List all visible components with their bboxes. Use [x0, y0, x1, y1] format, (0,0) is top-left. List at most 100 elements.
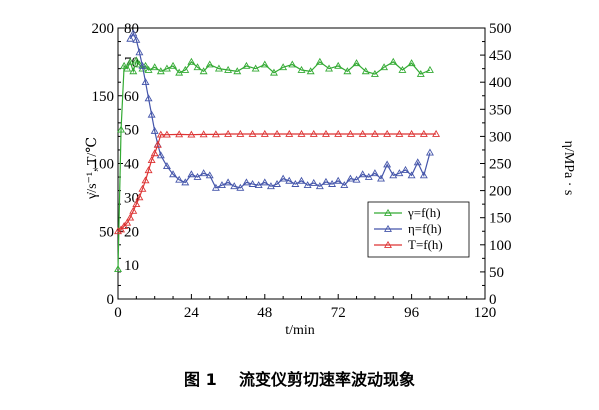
series-point: [224, 65, 233, 73]
series-point: [254, 181, 263, 189]
series-point: [334, 176, 343, 184]
series-point: [141, 176, 150, 184]
legend-label: γ=f(h): [407, 205, 441, 220]
series-point: [248, 179, 257, 187]
series-point: [364, 172, 373, 180]
series-point: [425, 65, 434, 73]
x-tick-label: 72: [331, 305, 346, 321]
right-y-tick-label: 200: [489, 184, 512, 200]
series-point: [199, 130, 208, 138]
series-point: [315, 57, 324, 65]
series-point: [297, 176, 306, 184]
series-point: [370, 169, 379, 177]
series-point: [315, 182, 324, 190]
series-point: [187, 130, 196, 138]
x-axis: 0 24 48 72 96 120: [114, 294, 496, 321]
legend: γ=f(h)η=f(h)T=f(h): [367, 201, 470, 258]
left-y-axis-title: γ̇/s⁻¹, T/℃: [85, 137, 100, 200]
series-point: [416, 69, 425, 77]
series-point: [181, 178, 190, 186]
series-point: [395, 169, 404, 177]
series-point: [132, 56, 141, 64]
series-point: [199, 169, 208, 177]
series-point: [205, 171, 214, 179]
series-point: [395, 129, 404, 137]
series-point: [175, 175, 184, 183]
series-point: [156, 151, 165, 159]
series-point: [248, 129, 257, 137]
series-point: [169, 61, 178, 69]
series-point: [425, 148, 434, 156]
series-point: [370, 69, 379, 77]
series-point: [398, 65, 407, 73]
series-point: [224, 129, 233, 137]
series-point: [162, 64, 171, 72]
series-point: [346, 129, 355, 137]
series-point: [260, 60, 269, 68]
series-layer: [114, 29, 441, 273]
series-point: [135, 60, 144, 68]
legend-swatch-marker: [384, 208, 392, 216]
left-y-tick-label: 50: [99, 224, 114, 240]
series-point: [123, 218, 132, 226]
series-point: [321, 129, 330, 137]
series-point: [340, 181, 349, 189]
series-point: [175, 68, 184, 76]
series-point: [175, 130, 184, 138]
legend-swatch-marker: [384, 240, 392, 248]
series-point: [156, 67, 165, 75]
series-point: [306, 67, 315, 75]
right-y-axis: 0 50 100 150 200 250 300 350 400 450 500: [480, 21, 512, 308]
series-point: [419, 171, 428, 179]
series-point: [269, 68, 278, 76]
series-point: [309, 129, 318, 137]
series-point: [162, 130, 171, 138]
series-point: [236, 183, 245, 191]
inner-y-tick-label: 40: [124, 157, 139, 173]
series-point: [120, 61, 129, 69]
series-point: [114, 265, 122, 273]
series-point: [377, 174, 385, 182]
series-point: [169, 170, 178, 178]
series-point: [285, 129, 294, 137]
right-y-tick-label: 350: [489, 102, 512, 118]
series-point: [129, 206, 138, 214]
series-point: [150, 63, 159, 71]
series-point: [162, 162, 171, 170]
legend-swatch-marker: [384, 224, 392, 232]
series-point: [273, 179, 282, 187]
series-point: [114, 227, 122, 235]
series-point: [147, 156, 156, 163]
series-point: [138, 184, 147, 192]
series-point: [321, 177, 330, 185]
right-y-tick-label: 100: [489, 238, 512, 254]
right-y-tick-label: 450: [489, 48, 512, 64]
legend-label: T=f(h): [408, 237, 443, 252]
series-point: [343, 67, 352, 75]
x-tick-label: 120: [474, 305, 497, 321]
x-tick-label: 48: [257, 305, 272, 321]
inner-y-tick-label: 60: [124, 89, 139, 105]
series-point: [401, 165, 410, 173]
series-point: [242, 61, 251, 69]
series-point: [309, 178, 318, 186]
series-point: [193, 63, 202, 71]
series-point: [361, 67, 370, 75]
series-point: [147, 110, 156, 118]
series-point: [419, 129, 428, 137]
inner-y-tick-label: 20: [124, 224, 139, 240]
series-point: [297, 65, 306, 73]
series-point: [144, 65, 153, 73]
series-point: [150, 149, 159, 157]
series-point: [126, 57, 135, 65]
right-y-tick-label: 150: [489, 211, 512, 227]
left-y-tick-label: 100: [92, 157, 115, 173]
right-y-tick-label: 300: [489, 129, 512, 145]
series-point: [205, 60, 214, 68]
series-2: [126, 29, 434, 191]
right-y-tick-label: 500: [489, 21, 512, 37]
series-point: [389, 171, 398, 179]
series-point: [346, 174, 355, 182]
series-point: [129, 67, 138, 75]
